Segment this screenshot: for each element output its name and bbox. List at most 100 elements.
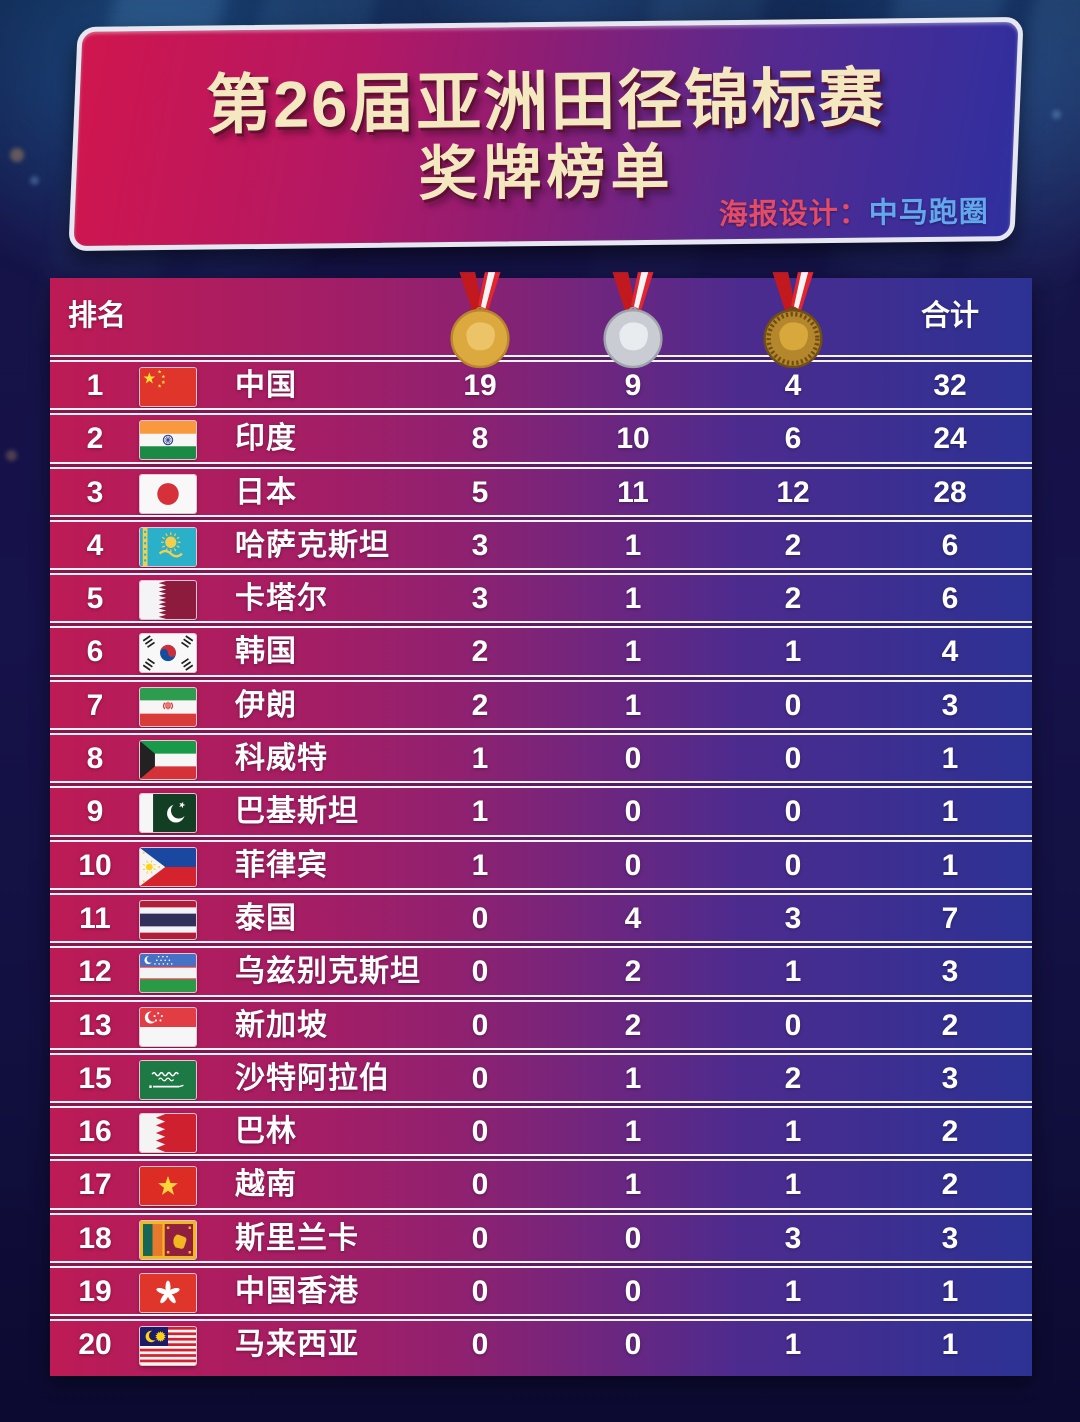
country-flag-icon bbox=[140, 842, 196, 888]
bronze-count: 2 bbox=[784, 528, 802, 562]
country-name: 乌兹别克斯坦 bbox=[235, 955, 421, 989]
rank-value: 20 bbox=[78, 1328, 112, 1362]
country-flag-icon bbox=[140, 895, 196, 941]
country-flag-icon bbox=[140, 1321, 196, 1367]
credit-name: 中马跑圈 bbox=[868, 196, 990, 230]
country-flag-icon bbox=[140, 1215, 196, 1261]
table-row: 15 沙特阿拉伯 0 1 2 3 bbox=[50, 1055, 1032, 1109]
table-row: 5 卡塔尔 3 1 2 6 bbox=[50, 575, 1032, 629]
gold-count: 1 bbox=[471, 795, 489, 829]
silver-medal-icon bbox=[590, 272, 676, 370]
table-row: 11 泰国 0 4 3 7 bbox=[50, 895, 1032, 949]
gold-count: 5 bbox=[471, 475, 489, 509]
rank-value: 2 bbox=[86, 422, 104, 456]
table-row: 16 巴林 0 1 1 2 bbox=[50, 1108, 1032, 1162]
table-row: 3 日本 5 11 12 28 bbox=[50, 469, 1032, 523]
country-name: 哈萨克斯坦 bbox=[235, 528, 390, 562]
rank-value: 6 bbox=[86, 635, 104, 669]
gold-count: 0 bbox=[471, 1061, 489, 1095]
bokeh-dot bbox=[6, 450, 17, 461]
gold-count: 0 bbox=[471, 1221, 489, 1255]
total-count: 6 bbox=[941, 582, 959, 616]
country-name: 印度 bbox=[235, 422, 297, 456]
country-flag-icon bbox=[140, 522, 196, 568]
gold-count: 3 bbox=[471, 582, 489, 616]
gold-count: 8 bbox=[471, 422, 489, 456]
total-count: 2 bbox=[941, 1168, 959, 1202]
poster-title: 第26届亚洲田径锦标赛 bbox=[205, 61, 886, 142]
silver-count: 10 bbox=[616, 422, 650, 456]
country-flag-icon bbox=[140, 1161, 196, 1207]
total-count: 1 bbox=[941, 742, 959, 776]
total-count: 1 bbox=[941, 795, 959, 829]
gold-medal-icon bbox=[437, 272, 523, 370]
table-row: 8 科威特 1 0 0 1 bbox=[50, 735, 1032, 789]
gold-count: 0 bbox=[471, 1275, 489, 1309]
silver-count: 1 bbox=[624, 635, 642, 669]
bronze-count: 12 bbox=[776, 475, 810, 509]
table-row: 4 哈萨克斯坦 3 1 2 6 bbox=[50, 522, 1032, 576]
country-flag-icon bbox=[140, 469, 196, 515]
bronze-count: 1 bbox=[784, 635, 802, 669]
total-count: 1 bbox=[941, 1275, 959, 1309]
country-name: 中国 bbox=[235, 369, 297, 402]
silver-count: 0 bbox=[624, 848, 642, 882]
rank-value: 16 bbox=[78, 1115, 112, 1149]
rank-header: 排名 bbox=[68, 300, 127, 332]
country-name: 越南 bbox=[235, 1168, 297, 1202]
table-row: 18 斯里兰卡 0 0 3 3 bbox=[50, 1215, 1032, 1269]
table-row: 12 乌兹别克斯坦 0 2 1 3 bbox=[50, 948, 1032, 1002]
gold-count: 0 bbox=[471, 1168, 489, 1202]
table-row: 9 巴基斯坦 1 0 0 1 bbox=[50, 788, 1032, 842]
rank-value: 1 bbox=[86, 369, 104, 402]
country-flag-icon bbox=[140, 415, 196, 461]
country-name: 伊朗 bbox=[235, 688, 297, 722]
bronze-count: 1 bbox=[784, 1115, 802, 1149]
country-name: 巴林 bbox=[235, 1115, 297, 1149]
country-name: 菲律宾 bbox=[235, 848, 328, 882]
bronze-count: 1 bbox=[784, 1275, 802, 1309]
country-name: 斯里兰卡 bbox=[235, 1221, 359, 1255]
silver-count: 2 bbox=[624, 955, 642, 989]
table-row: 2 印度 8 10 6 24 bbox=[50, 415, 1032, 469]
silver-count: 1 bbox=[624, 582, 642, 616]
bronze-count: 4 bbox=[784, 369, 802, 402]
rank-value: 18 bbox=[78, 1221, 112, 1255]
credit-label: 海报设计： bbox=[718, 197, 870, 232]
country-name: 韩国 bbox=[235, 635, 297, 669]
rank-value: 5 bbox=[86, 582, 104, 616]
country-flag-icon bbox=[140, 735, 196, 781]
rank-value: 4 bbox=[86, 528, 104, 562]
country-name: 中国香港 bbox=[235, 1275, 359, 1309]
silver-count: 0 bbox=[624, 1275, 642, 1309]
total-header: 合计 bbox=[920, 300, 979, 332]
bokeh-dot bbox=[10, 148, 24, 162]
silver-count: 1 bbox=[624, 1168, 642, 1202]
gold-count: 19 bbox=[463, 369, 497, 402]
total-count: 2 bbox=[941, 1008, 959, 1042]
country-flag-icon bbox=[140, 1268, 196, 1314]
table-row: 20 马来西亚 0 0 1 1 bbox=[50, 1321, 1032, 1374]
rank-value: 3 bbox=[86, 475, 104, 509]
country-name: 日本 bbox=[235, 475, 297, 509]
gold-count: 0 bbox=[471, 1008, 489, 1042]
bronze-count: 1 bbox=[784, 1328, 802, 1362]
bronze-count: 3 bbox=[784, 901, 802, 935]
gold-count: 0 bbox=[471, 955, 489, 989]
total-count: 6 bbox=[941, 528, 959, 562]
silver-count: 9 bbox=[624, 369, 642, 402]
rank-value: 19 bbox=[78, 1275, 112, 1309]
bronze-count: 0 bbox=[784, 848, 802, 882]
silver-count: 1 bbox=[624, 528, 642, 562]
silver-count: 2 bbox=[624, 1008, 642, 1042]
bronze-count: 0 bbox=[784, 1008, 802, 1042]
country-name: 科威特 bbox=[235, 742, 328, 776]
country-name: 泰国 bbox=[235, 901, 297, 935]
title-banner: 第26届亚洲田径锦标赛 奖牌榜单 海报设计：中马跑圈 bbox=[68, 16, 1024, 252]
table-body: 1 中国 19 9 4 32 2 印度 8 10 6 24 3 日本 5 11 … bbox=[50, 362, 1032, 1375]
total-count: 3 bbox=[941, 955, 959, 989]
rank-value: 8 bbox=[86, 742, 104, 776]
table-row: 13 新加坡 0 2 0 2 bbox=[50, 1002, 1032, 1056]
rank-value: 13 bbox=[78, 1008, 112, 1042]
